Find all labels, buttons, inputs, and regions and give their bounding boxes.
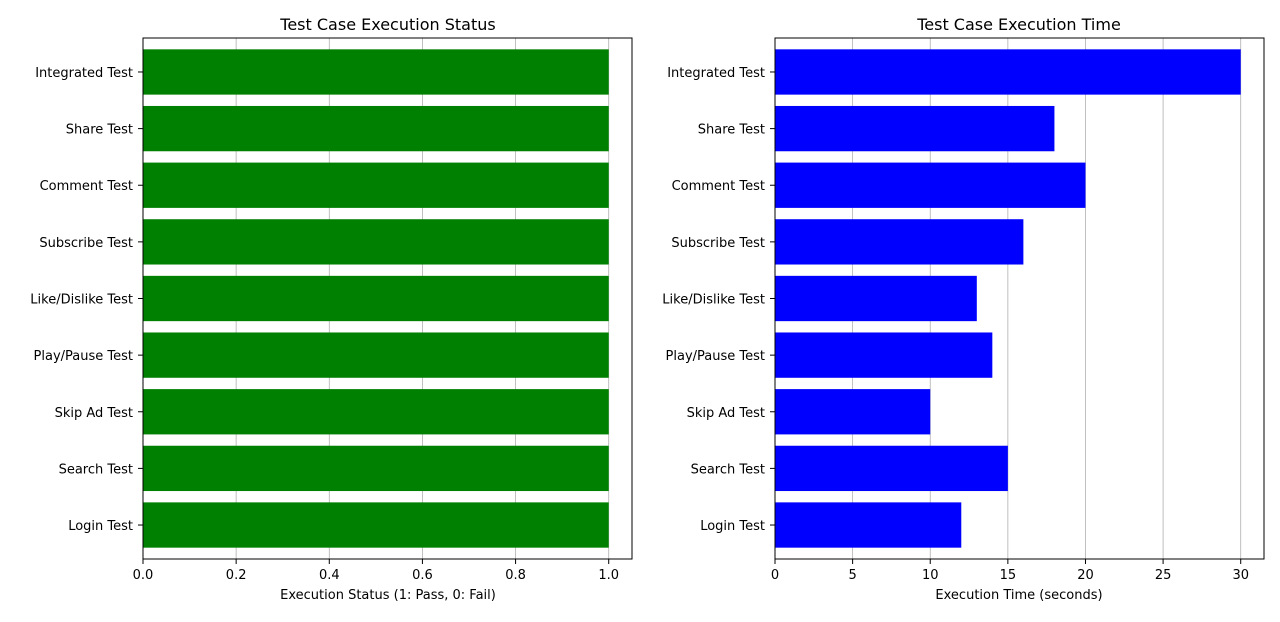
status-category-label-4: Like/Dislike Test <box>30 293 133 308</box>
time-bar-0 <box>775 502 962 548</box>
status-bar-0 <box>143 502 609 548</box>
status-xtick-label-3: 0.6 <box>412 568 433 583</box>
time-bar-2 <box>775 389 931 435</box>
status-xtick-label-2: 0.4 <box>319 568 340 583</box>
status-category-label-2: Skip Ad Test <box>55 406 133 421</box>
time-bar-3 <box>775 332 993 378</box>
time-category-label-6: Comment Test <box>672 179 765 194</box>
time-category-label-0: Login Test <box>700 519 765 534</box>
status-chart-title: Test Case Execution Status <box>279 15 495 34</box>
status-category-label-0: Login Test <box>68 519 133 534</box>
status-category-label-1: Search Test <box>59 462 133 477</box>
status-xtick-label-5: 1.0 <box>598 568 619 583</box>
status-bar-7 <box>143 105 609 152</box>
time-xtick-label-1: 5 <box>848 568 856 583</box>
status-category-label-3: Play/Pause Test <box>34 349 133 364</box>
status-bar-4 <box>143 275 609 322</box>
time-category-label-4: Like/Dislike Test <box>662 293 765 308</box>
status-category-label-5: Subscribe Test <box>39 236 133 251</box>
time-xtick-label-4: 20 <box>1077 568 1094 583</box>
status-category-label-8: Integrated Test <box>35 66 133 81</box>
status-bar-1 <box>143 445 609 492</box>
time-xtick-label-5: 25 <box>1155 568 1172 583</box>
time-bar-6 <box>775 162 1086 208</box>
time-chart-xlabel: Execution Time (seconds) <box>935 588 1102 603</box>
status-category-label-6: Comment Test <box>40 179 133 194</box>
time-xtick-label-0: 0 <box>771 568 779 583</box>
time-bar-7 <box>775 105 1055 152</box>
time-category-label-8: Integrated Test <box>667 66 765 81</box>
status-xtick-label-4: 0.8 <box>505 568 526 583</box>
status-bar-6 <box>143 162 609 208</box>
status-xtick-label-1: 0.2 <box>226 568 247 583</box>
time-category-label-7: Share Test <box>698 123 765 138</box>
time-category-label-5: Subscribe Test <box>671 236 765 251</box>
time-category-label-2: Skip Ad Test <box>687 406 765 421</box>
time-xtick-label-2: 10 <box>922 568 939 583</box>
status-bar-8 <box>143 49 609 95</box>
time-bar-8 <box>775 49 1241 95</box>
time-xtick-label-3: 15 <box>1000 568 1017 583</box>
time-bar-4 <box>775 275 977 322</box>
time-bar-1 <box>775 445 1008 492</box>
status-category-label-7: Share Test <box>66 123 133 138</box>
status-bar-2 <box>143 389 609 435</box>
time-chart-panel: Test Case Execution Time Execution Time … <box>662 15 1265 603</box>
status-bar-3 <box>143 332 609 378</box>
status-chart-panel: Test Case Execution Status Execution Sta… <box>30 15 633 603</box>
status-xtick-label-0: 0.0 <box>133 568 154 583</box>
time-xtick-label-6: 30 <box>1232 568 1249 583</box>
time-category-label-1: Search Test <box>691 462 765 477</box>
time-category-label-3: Play/Pause Test <box>666 349 765 364</box>
status-chart-xlabel: Execution Status (1: Pass, 0: Fail) <box>280 588 496 603</box>
time-chart-title: Test Case Execution Time <box>916 15 1121 34</box>
status-bar-5 <box>143 219 609 265</box>
time-bar-5 <box>775 219 1024 265</box>
